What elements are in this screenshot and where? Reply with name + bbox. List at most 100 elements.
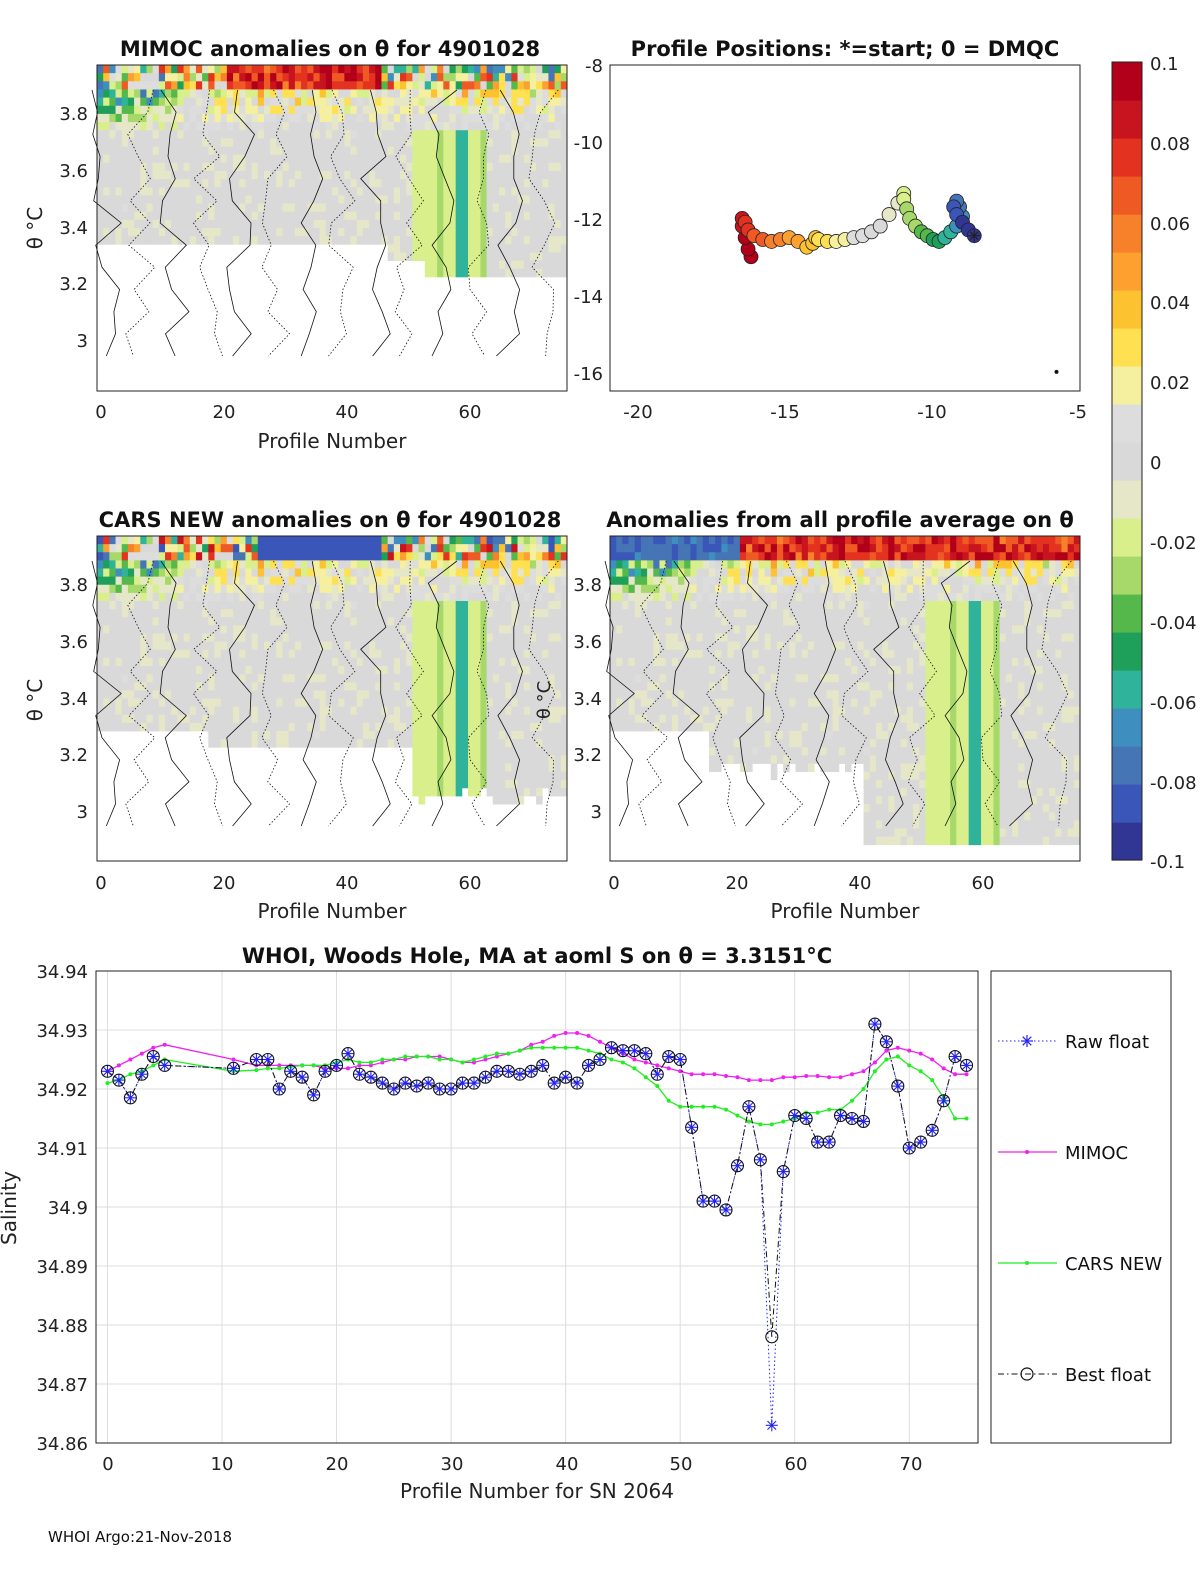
heatmap-cell [121, 592, 129, 602]
heatmap-cell [684, 560, 691, 569]
heatmap-cell [406, 244, 413, 253]
heatmap-cell [529, 81, 537, 90]
heatmap-cell [536, 260, 543, 270]
heatmap-cell [554, 268, 562, 278]
heatmap-cell [387, 536, 395, 545]
heatmap-cell [381, 722, 389, 732]
heatmap-cell [461, 146, 469, 156]
heatmap-cell [548, 252, 556, 261]
heatmap-cell [770, 617, 778, 626]
heatmap-cell [430, 195, 438, 204]
heatmap-cell [789, 657, 796, 667]
heatmap-cell [276, 89, 283, 98]
heatmap-cell [350, 130, 358, 139]
heatmap-cell [814, 601, 821, 610]
heatmap-cell [214, 584, 222, 594]
heatmap-cell [134, 130, 141, 139]
heatmap-cell [461, 747, 469, 756]
heatmap-cell [511, 722, 518, 732]
heatmap-cell [239, 154, 246, 164]
heatmap-cell [480, 203, 488, 213]
heatmap-cell [776, 714, 784, 724]
heatmap-cell [226, 666, 234, 675]
heatmap-cell [764, 552, 772, 561]
colorbar-band [1112, 100, 1142, 139]
heatmap-cell [554, 609, 562, 618]
heatmap-cell [171, 219, 178, 229]
heatmap-cell [257, 544, 265, 553]
heatmap-cell [437, 105, 444, 115]
heatmap-cell [511, 609, 518, 618]
heatmap-cell [665, 690, 673, 699]
heatmap-cell [474, 536, 481, 545]
heatmap-cell [301, 130, 308, 139]
heatmap-cell [177, 65, 184, 74]
heatmap-cell [362, 65, 370, 74]
heatmap-cell [202, 536, 209, 545]
heatmap-cell [826, 617, 834, 626]
heatmap-cell [505, 601, 512, 610]
heatmap-cell [437, 649, 444, 659]
heatmap-cell [270, 625, 277, 634]
heatmap-cell [542, 633, 549, 643]
heatmap-cell [406, 113, 413, 123]
heatmap-cell [752, 657, 759, 667]
heatmap-cell [158, 154, 166, 164]
heatmap-cell [529, 130, 537, 139]
heatmap-cell [412, 747, 419, 756]
heatmap-cell [789, 731, 796, 740]
heatmap-cell [146, 552, 154, 561]
heatmap-cell [152, 706, 160, 716]
heatmap-cell [288, 633, 296, 643]
heatmap-cell [820, 560, 827, 569]
heatmap-cell [177, 89, 184, 98]
heatmap-cell [560, 179, 568, 188]
heatmap-cell [257, 236, 265, 245]
heatmap-cell [468, 779, 475, 789]
heatmap-cell [325, 544, 333, 553]
heatmap-cell [640, 649, 648, 659]
heatmap-cell [115, 649, 123, 659]
heatmap-cell [529, 65, 537, 74]
heatmap-cell [684, 698, 691, 708]
heatmap-cell [202, 130, 209, 139]
heatmap-cell [770, 536, 778, 545]
heatmap-cell [758, 755, 766, 764]
heatmap-cell [653, 584, 660, 594]
heatmap-cell [226, 706, 234, 716]
heatmap-cell [474, 81, 481, 90]
heatmap-cell [418, 771, 426, 781]
heatmap-cell [233, 649, 240, 659]
heatmap-cell [140, 649, 147, 659]
heatmap-cell [560, 739, 568, 748]
heatmap-cell [795, 536, 803, 545]
heatmap-cell [437, 609, 444, 618]
heatmap-cell [319, 739, 327, 748]
heatmap-cell [498, 219, 506, 229]
heatmap-cell [486, 138, 494, 147]
heatmap-cell [313, 633, 321, 643]
heatmap-cell [400, 657, 407, 667]
heatmap-cell [375, 105, 382, 115]
heatmap-cell [183, 617, 191, 626]
heatmap-cell [177, 122, 184, 131]
heatmap-cell [733, 682, 741, 691]
heatmap-cell [152, 146, 160, 156]
heatmap-cell [517, 641, 525, 651]
heatmap-cell [684, 552, 691, 561]
heatmap-cell [158, 146, 166, 156]
heatmap-cell [121, 65, 129, 74]
heatmap-cell [121, 722, 129, 732]
heatmap-cell [492, 714, 500, 724]
heatmap-cell [121, 203, 129, 213]
heatmap-cell [449, 97, 457, 107]
heatmap-cell [511, 236, 518, 245]
heatmap-cell [263, 179, 271, 188]
heatmap-cell [678, 706, 685, 716]
heatmap-cell [412, 576, 419, 586]
heatmap-cell [647, 617, 654, 626]
heatmap-cell [764, 633, 772, 643]
heatmap-cell [560, 81, 568, 90]
heatmap-cell [344, 706, 351, 716]
heatmap-cell [560, 706, 568, 716]
